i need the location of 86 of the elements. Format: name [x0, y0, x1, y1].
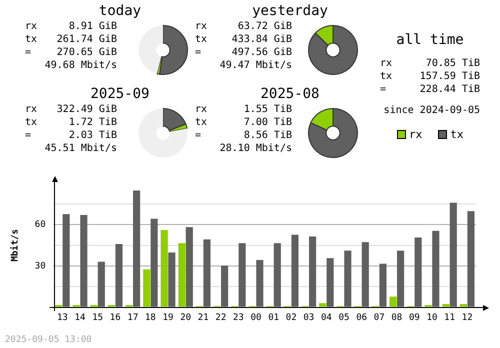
bar [160, 230, 168, 307]
bar [309, 236, 316, 307]
bar [203, 239, 211, 307]
chart-title: 2025-08 [259, 86, 320, 102]
y-tick-label: 60 [34, 220, 46, 230]
bar [362, 242, 369, 307]
x-tick-label: 11 [444, 312, 456, 323]
x-tick-label: 09 [408, 312, 420, 323]
bar [450, 202, 457, 307]
x-tick-label: 22 [215, 312, 226, 323]
text: since 2024-09-05 [382, 104, 480, 117]
x-tick-label: 06 [356, 312, 368, 323]
bar [390, 296, 397, 307]
y-axis-title: Mbit/s [10, 229, 21, 262]
x-tick-label: 20 [180, 312, 192, 323]
bar [326, 258, 334, 307]
x-tick-label: 14 [74, 312, 86, 323]
bar [168, 252, 176, 307]
text: 28.10 Mbit/s [218, 142, 292, 155]
text: rx 70.85 TiB [380, 58, 480, 69]
text: tx 157.59 TiB [380, 71, 480, 82]
text: tx 433.84 GiB [195, 34, 292, 45]
text: rx 63.72 GiB [195, 21, 292, 32]
bar [467, 211, 474, 307]
text: tx 261.74 GiB [25, 34, 117, 45]
bar [379, 264, 386, 307]
bar [150, 218, 158, 307]
x-tick-label: 18 [145, 312, 156, 323]
x-tick-label: 16 [110, 312, 121, 323]
bar [133, 190, 140, 307]
text: = 8.56 TiB [195, 130, 292, 141]
bar [414, 237, 422, 307]
text: tx 7.00 TiB [195, 117, 292, 128]
text: = 270.65 GiB [25, 47, 117, 58]
text: rx 8.91 GiB [25, 21, 117, 32]
text: 49.68 Mbit/s [44, 59, 117, 72]
x-tick-label: 17 [127, 312, 138, 323]
bar [344, 250, 352, 307]
bar [396, 250, 404, 307]
bar [143, 269, 150, 307]
text: rx 322.49 GiB [25, 104, 117, 115]
bar [460, 304, 468, 307]
text: = 228.44 TiB [380, 84, 480, 95]
bar [319, 303, 326, 307]
bar [256, 260, 264, 307]
x-tick-label: 08 [391, 312, 402, 323]
x-tick-label: 05 [338, 312, 350, 323]
x-tick-label: 21 [198, 312, 209, 323]
legend-label: tx [449, 128, 464, 141]
text: 2025-09-05 13:00 [5, 335, 92, 345]
legend-label: rx [408, 128, 422, 141]
text: 45.51 Mbit/s [44, 142, 117, 155]
bar [186, 227, 193, 307]
bar [432, 230, 440, 307]
bar [178, 243, 186, 307]
x-tick-label: 07 [374, 312, 385, 323]
text: all time [395, 32, 465, 48]
chart-title: yesterday [251, 3, 329, 19]
bar [115, 244, 123, 307]
chart-title: today [98, 3, 142, 19]
text: = 2.03 TiB [25, 130, 117, 141]
x-tick-label: 12 [462, 312, 473, 323]
chart-title: 2025-09 [89, 86, 150, 102]
x-tick-label: 13 [57, 312, 68, 323]
x-tick-label: 10 [426, 312, 438, 323]
x-tick-label: 00 [250, 312, 262, 323]
text: 49.47 Mbit/s [218, 59, 292, 72]
bar [291, 234, 299, 307]
y-tick-label: 30 [34, 261, 46, 272]
text: rx 1.55 TiB [195, 104, 292, 115]
x-tick-label: 23 [233, 312, 244, 323]
bar [274, 243, 281, 307]
bar [62, 214, 70, 307]
x-tick-label: 02 [286, 312, 297, 323]
x-tick-label: 19 [162, 312, 174, 323]
bar [80, 215, 88, 307]
x-tick-label: 01 [268, 312, 280, 323]
x-tick-label: 04 [320, 312, 332, 323]
text: = 497.56 GiB [195, 47, 292, 58]
bar [98, 262, 105, 307]
text: tx 1.72 TiB [25, 117, 117, 128]
x-tick-label: 03 [303, 312, 314, 323]
bar [221, 266, 228, 307]
bar [238, 243, 246, 307]
x-tick-label: 15 [92, 312, 104, 323]
bar [442, 304, 450, 307]
